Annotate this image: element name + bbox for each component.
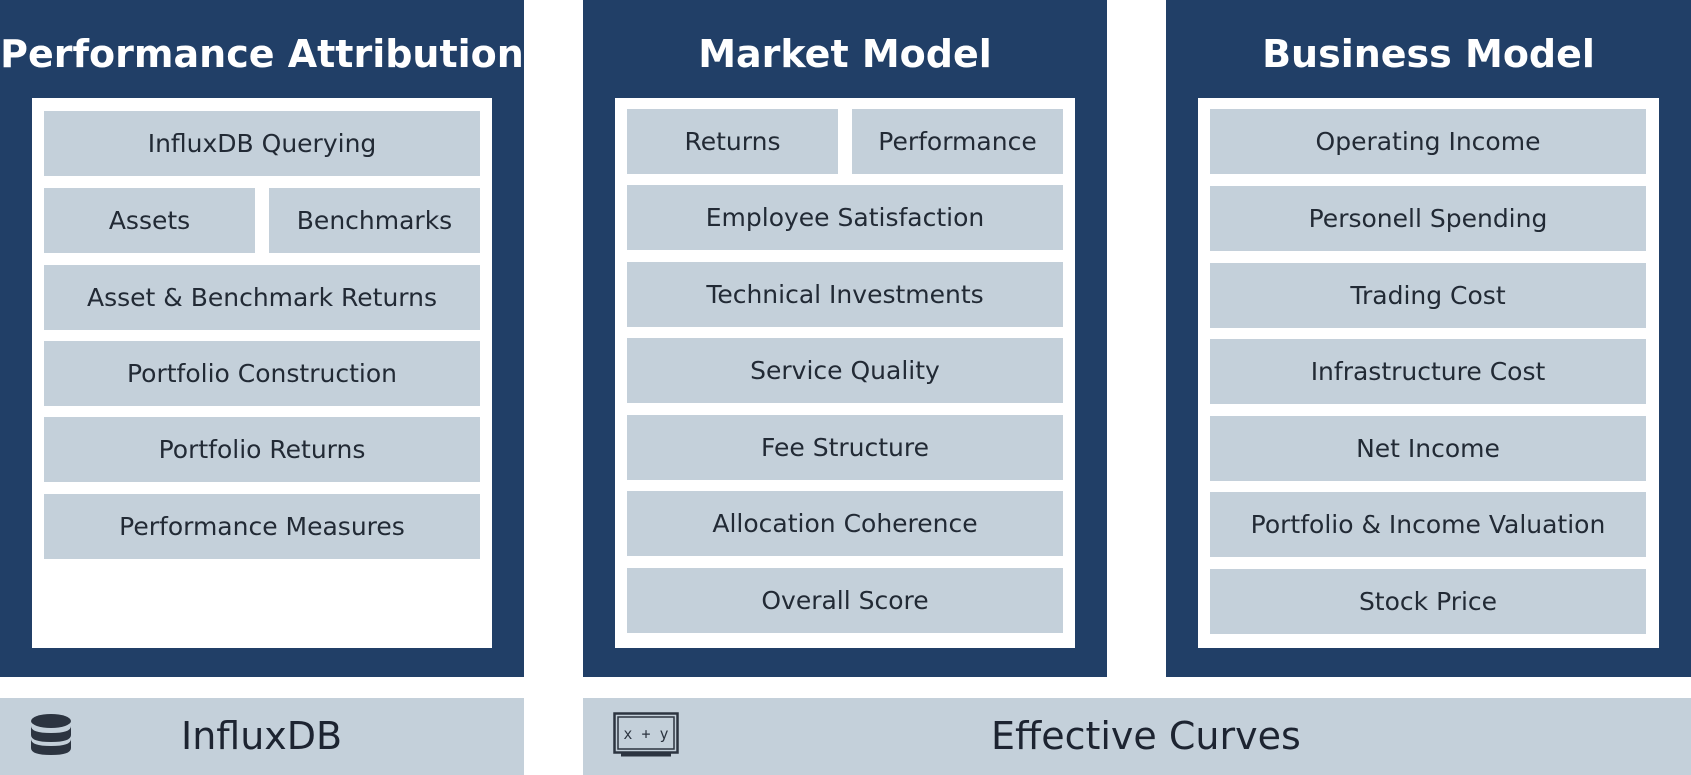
database-icon [31, 714, 71, 755]
technical-investments-cell: Technical Investments [627, 262, 1063, 327]
allocation-coherence-cell: Allocation Coherence [627, 491, 1063, 556]
business-model-title: Business Model [1262, 32, 1595, 76]
performance-cell: Performance [852, 109, 1063, 174]
benchmarks-cell: Benchmarks [269, 188, 480, 253]
market-model-panel: Market Model Returns Performance Employe… [583, 0, 1107, 677]
overall-score-cell: Overall Score [627, 568, 1063, 633]
portfolio-construction-cell: Portfolio Construction [44, 341, 480, 406]
service-quality-cell: Service Quality [627, 338, 1063, 403]
business-model-body: Operating Income Personell Spending Trad… [1198, 98, 1659, 648]
employee-satisfaction-cell: Employee Satisfaction [627, 185, 1063, 250]
net-income-cell: Net Income [1210, 416, 1646, 481]
stock-price-cell: Stock Price [1210, 569, 1646, 634]
fee-structure-cell: Fee Structure [627, 415, 1063, 480]
influxdb-footer: InfluxDB [0, 698, 524, 775]
asset-benchmark-returns-cell: Asset & Benchmark Returns [44, 265, 480, 330]
business-model-panel: Business Model Operating Income Personel… [1166, 0, 1691, 677]
influxdb-querying-cell: InfluxDB Querying [44, 111, 480, 176]
trading-cost-cell: Trading Cost [1210, 263, 1646, 328]
assets-cell: Assets [44, 188, 255, 253]
operating-income-cell: Operating Income [1210, 109, 1646, 174]
effective-curves-label: Effective Curves [991, 714, 1301, 758]
infrastructure-cost-cell: Infrastructure Cost [1210, 339, 1646, 404]
effective-curves-footer: x + y Effective Curves [583, 698, 1691, 775]
formula-board-icon: x + y [613, 712, 679, 757]
personell-spending-cell: Personell Spending [1210, 186, 1646, 251]
portfolio-income-valuation-cell: Portfolio & Income Valuation [1210, 492, 1646, 557]
performance-attribution-panel: Performance Attribution InfluxDB Queryin… [0, 0, 524, 677]
market-model-body: Returns Performance Employee Satisfactio… [615, 98, 1075, 648]
performance-attribution-title: Performance Attribution [0, 32, 524, 76]
formula-board-icon-text: x + y [623, 725, 668, 743]
returns-cell: Returns [627, 109, 838, 174]
performance-attribution-body: InfluxDB Querying Assets Benchmarks Asse… [32, 98, 492, 648]
portfolio-returns-cell: Portfolio Returns [44, 417, 480, 482]
market-model-title: Market Model [698, 32, 992, 76]
influxdb-label: InfluxDB [181, 714, 343, 758]
performance-measures-cell: Performance Measures [44, 494, 480, 559]
